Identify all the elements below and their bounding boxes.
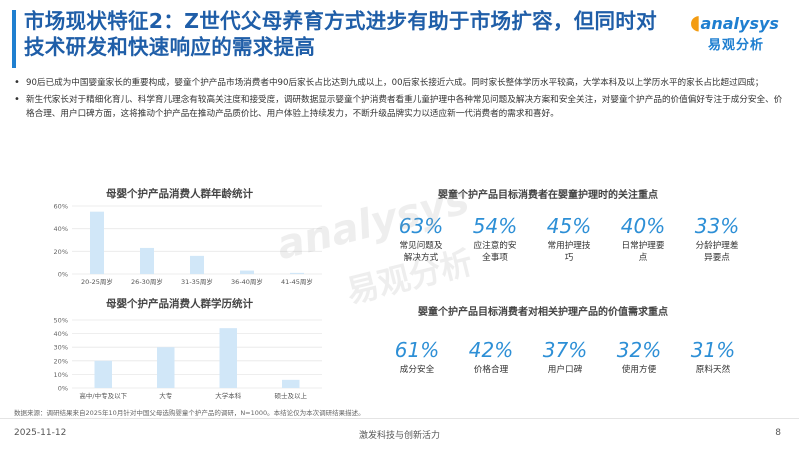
kpi-label: 日常护理要点 xyxy=(621,241,665,263)
care-focus-title: 婴童个护产品目标消费者在婴童护理时的关注重点 xyxy=(438,190,658,201)
kpi-value: 32% xyxy=(616,338,662,362)
kpi-item: 61% 成分安全 xyxy=(380,338,454,376)
x-tick-label: 36-40周岁 xyxy=(231,277,263,286)
y-tick-label: 0% xyxy=(58,385,68,393)
bar xyxy=(157,347,175,388)
kpi-value: 61% xyxy=(394,338,440,362)
page-title: 市场现状特征2：Z世代父母养育方式进步有助于市场扩容，但同时对技术研发和快速响应… xyxy=(24,9,657,59)
bar xyxy=(140,247,154,274)
page-number: 8 xyxy=(775,428,781,438)
age-chart-title: 母婴个护产品消费人群年龄统计 xyxy=(106,188,253,200)
bar xyxy=(190,255,204,274)
kpi-item: 32% 使用方便 xyxy=(602,338,676,376)
bar xyxy=(219,328,237,388)
x-tick-label: 大专 xyxy=(159,391,173,400)
kpi-label: 成分安全 xyxy=(399,365,435,375)
value-needs-kpis: 61% 成分安全 42% 价格合理 37% 用户口碑 32% 使用方便 31% 原料天然 xyxy=(380,338,750,376)
y-tick-label: 40% xyxy=(54,225,68,233)
bar xyxy=(94,360,112,388)
footer-divider xyxy=(0,418,799,419)
kpi-label: 常见问题及解决方式 xyxy=(399,241,443,263)
y-tick-label: 20% xyxy=(54,248,68,256)
bar xyxy=(90,211,104,274)
bullet-list: • 90后已成为中国婴童家长的重要构成，婴童个护产品市场消费者中90后家长占比达到… xyxy=(14,76,784,124)
x-tick-label: 硕士及以上 xyxy=(275,391,308,400)
y-tick-label: 10% xyxy=(54,371,68,379)
kpi-value: 33% xyxy=(694,214,740,238)
kpi-item: 42% 价格合理 xyxy=(454,338,528,376)
y-tick-label: 20% xyxy=(54,357,68,365)
logo-brand: ◖analysys xyxy=(690,10,779,34)
kpi-label: 常用护理技巧 xyxy=(547,241,591,263)
x-tick-label: 26-30周岁 xyxy=(131,277,163,286)
care-focus-kpis: 63% 常见问题及解决方式 54% 应注意的安全事项 45% 常用护理技巧 40% 日常… xyxy=(384,214,754,264)
kpi-value: 37% xyxy=(542,338,588,362)
kpi-label: 原料天然 xyxy=(695,365,731,375)
kpi-value: 63% xyxy=(398,214,444,238)
footer-date: 2025-11-12 xyxy=(14,428,67,438)
data-source-note: 数据来源：调研结果来自2025年10月针对中国父母选购婴童个护产品的调研，N=1… xyxy=(14,409,365,417)
x-tick-label: 31-35周岁 xyxy=(181,277,213,286)
bar xyxy=(290,272,304,274)
y-tick-label: 0% xyxy=(58,271,68,279)
y-tick-label: 40% xyxy=(54,330,68,338)
kpi-label: 用户口碑 xyxy=(547,365,583,375)
y-tick-label: 50% xyxy=(54,317,68,325)
kpi-item: 45% 常用护理技巧 xyxy=(532,214,606,264)
bullet-item: • 90后已成为中国婴童家长的重要构成，婴童个护产品市场消费者中90后家长占比达到… xyxy=(14,76,784,91)
x-tick-label: 大学本科 xyxy=(215,391,242,400)
bar xyxy=(282,379,300,388)
kpi-value: 42% xyxy=(468,338,514,362)
bullet-dot-icon: • xyxy=(14,93,20,105)
bar xyxy=(240,270,254,274)
bullet-item: • 新生代家长对于精细化育儿、科学育儿理念有较高关注度和接受度，调研数据显示婴童个… xyxy=(14,93,784,122)
logo-mark-icon: ◖ xyxy=(690,10,701,34)
analysys-logo: ◖analysys 易观分析 xyxy=(690,10,790,58)
y-tick-label: 60% xyxy=(54,203,68,211)
kpi-label: 价格合理 xyxy=(473,365,509,375)
kpi-value: 45% xyxy=(546,214,592,238)
kpi-item: 31% 原料天然 xyxy=(676,338,750,376)
kpi-item: 63% 常见问题及解决方式 xyxy=(384,214,458,264)
title-accent-bar xyxy=(12,10,16,68)
bullet-dot-icon: • xyxy=(14,77,20,88)
x-tick-label: 高中/中专及以下 xyxy=(79,391,127,400)
kpi-value: 40% xyxy=(620,214,666,238)
kpi-value: 31% xyxy=(690,338,736,362)
value-needs-title: 婴童个护产品目标消费者对相关护理产品的价值需求重点 xyxy=(418,307,668,318)
kpi-label: 应注意的安全事项 xyxy=(473,241,517,263)
kpi-item: 37% 用户口碑 xyxy=(528,338,602,376)
footer-slogan: 激发科技与创新活力 xyxy=(358,431,440,441)
education-bar-chart: 0% 10% 20% 30% 40% 50% 高中/中专及以下 大专 大学本科 硕士及以上 xyxy=(54,317,322,400)
x-tick-label: 20-25周岁 xyxy=(81,277,113,286)
kpi-item: 54% 应注意的安全事项 xyxy=(458,214,532,264)
age-bar-chart: 0% 20% 40% 60% 20-25周岁 26-30周岁 31-35周岁 36-40周岁 4… xyxy=(54,203,322,286)
kpi-label: 使用方便 xyxy=(621,365,657,375)
kpi-item: 40% 日常护理要点 xyxy=(606,214,680,264)
logo-cn-text: 易观分析 xyxy=(708,38,765,53)
kpi-value: 54% xyxy=(472,214,518,238)
kpi-label: 分龄护理差异要点 xyxy=(695,241,739,263)
x-tick-label: 41-45周岁 xyxy=(281,277,313,286)
kpi-item: 33% 分龄护理差异要点 xyxy=(680,214,754,264)
y-tick-label: 30% xyxy=(54,344,68,352)
education-chart-title: 母婴个护产品消费人群学历统计 xyxy=(106,298,253,310)
